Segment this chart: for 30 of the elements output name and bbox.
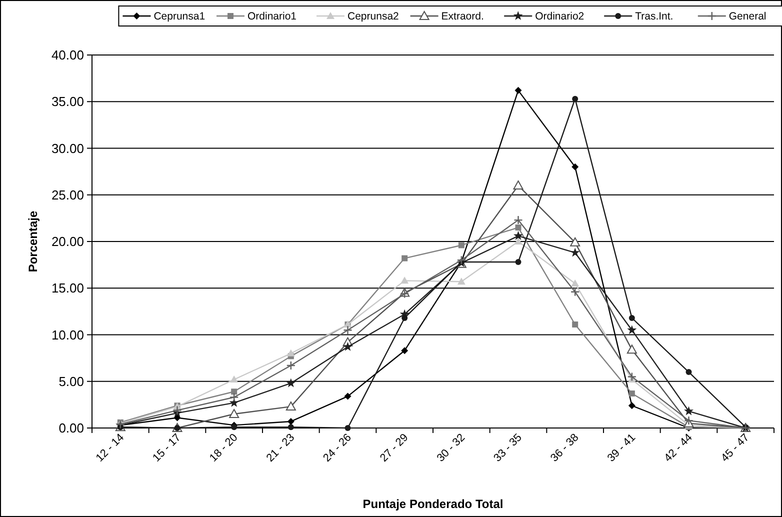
y-tick-label: 30.00 [51,140,84,156]
y-tick-label: 5.00 [58,374,84,389]
legend-label: Ceprunsa2 [348,10,400,23]
y-tick-label: 0.00 [58,420,84,436]
y-tick-label: 20.00 [51,234,84,250]
y-tick-label: 35.00 [51,94,84,110]
x-tick-label: 36 - 38 [548,432,582,464]
x-tick-label: 21 - 23 [264,432,298,464]
y-axis-title: Porcentaje [26,210,40,272]
legend-label: General [728,10,766,23]
y-tick-label: 25.00 [51,187,84,202]
legend-label: Extraord. [441,10,484,23]
y-tick-label: 40.00 [51,48,84,63]
x-tick-label: 12 - 14 [94,432,127,464]
legend-label: Ordinario2 [535,10,584,23]
legend-label: Ceprunsa1 [154,10,206,23]
x-tick-label: 24 - 26 [321,432,354,464]
x-tick-label: 33 - 35 [492,432,524,464]
x-tick-label: 39 - 41 [605,432,638,464]
x-tick-label: 45 - 47 [719,432,752,464]
x-axis-title: Puntaje Ponderado Total [362,497,504,511]
legend-label: Ordinario1 [248,10,297,23]
x-tick-label: 42 - 44 [662,432,695,464]
legend-label: Tras.Int. [635,10,674,23]
x-tick-label: 18 - 20 [208,432,240,464]
y-tick-label: 10.00 [51,327,84,342]
x-tick-label: 15 - 17 [150,432,184,464]
y-tick-label: 15.00 [51,280,84,296]
x-tick-label: 30 - 32 [434,432,468,464]
x-tick-label: 27 - 29 [378,432,411,464]
